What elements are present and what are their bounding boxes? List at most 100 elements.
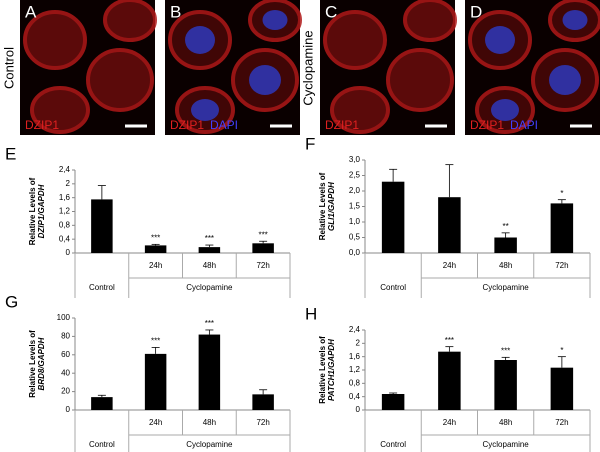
panel-letter: H [305,304,317,323]
y-tick-label: 0 [356,405,361,414]
group-label: Cyclopamine [483,283,530,292]
error-bar [389,392,398,394]
y-axis-label: PATCH1/GAPDH [327,339,336,401]
bar [494,360,517,410]
error-bar [501,356,510,360]
error-bar [259,389,268,395]
nucleus [562,10,588,30]
y-tick-label: 80 [61,332,70,341]
bar [550,203,574,253]
y-axis-label: Relative Levels of [28,177,37,245]
error-bar [445,164,454,198]
bar [381,181,405,253]
cell [323,10,387,70]
y-tick-label: 2 [356,338,361,347]
significance: *** [151,233,160,242]
x-tick-label: 72h [555,261,568,270]
nucleus [491,99,519,121]
row-label: Cyclopamine [300,30,315,105]
x-tick-label: 24h [443,261,456,270]
bar [252,394,274,410]
group-label: Cyclopamine [186,440,233,449]
bar [144,245,167,253]
group-label: Cyclopamine [186,283,233,292]
y-tick-label: 2,0 [349,186,361,195]
bar [438,351,461,410]
nucleus [549,65,581,95]
x-tick-label: Control [89,440,115,449]
bar [198,247,221,253]
stain-label: DZIP1 [25,118,59,132]
error-bar [205,244,214,248]
y-tick-label: 100 [57,313,71,322]
cell [386,48,454,112]
x-tick-label: 24h [443,418,456,427]
x-tick-label: 24h [149,261,162,270]
y-tick-label: 0,0 [349,248,361,257]
stain-label: DAPI [510,118,538,132]
y-tick-label: 1,0 [349,217,361,226]
y-tick-label: 0,8 [349,378,361,387]
y-tick-label: 1,6 [59,193,71,202]
significance: * [560,189,563,198]
significance: *** [151,337,160,346]
y-tick-label: 2,4 [349,325,361,334]
stain-label: DZIP1 [170,118,204,132]
panel-letter: A [25,2,37,21]
nucleus [191,99,219,121]
group-label: Cyclopamine [483,440,530,449]
y-tick-label: 2,4 [59,165,71,174]
x-tick-label: 24h [149,418,162,427]
y-axis-label: GLI1/GAPDH [327,182,336,231]
nucleus [262,10,288,30]
error-bar [389,168,398,182]
y-axis-label: BRD8/GAPDH [37,337,46,390]
x-tick-label: Control [380,283,406,292]
y-tick-label: 40 [61,368,70,377]
cell [330,86,390,134]
cell [103,0,157,42]
y-tick-label: 0 [66,405,71,414]
panel-letter: F [305,134,315,153]
stain-label: DAPI [210,118,238,132]
x-tick-label: 72h [256,261,269,270]
y-tick-label: 1,2 [349,365,361,374]
cell [23,10,87,70]
significance: *** [205,319,214,328]
y-tick-label: 2 [66,179,71,188]
cell [86,48,154,112]
error-bar [557,199,566,204]
y-axis-label: Relative Levels of [318,336,327,404]
x-tick-label: 72h [555,418,568,427]
x-tick-label: 48h [499,418,512,427]
x-tick-label: Control [89,283,115,292]
y-tick-label: 1,5 [349,202,361,211]
row-label: Control [1,47,16,89]
nucleus [185,26,215,54]
bar [494,237,517,253]
bar [91,397,113,410]
bar [198,334,221,410]
y-tick-label: 0,5 [349,233,361,242]
bar [550,367,574,410]
cell [30,86,90,134]
y-tick-label: 0,4 [59,234,71,243]
error-bar [205,329,214,335]
x-tick-label: 48h [203,261,216,270]
error-bar [97,185,106,200]
y-tick-label: 3,0 [349,155,361,164]
y-axis-label: Relative Levels of [28,330,37,398]
x-tick-label: 48h [499,261,512,270]
nucleus [485,26,515,54]
y-axis-label: Relative Levels of [318,172,327,240]
bar [438,197,461,253]
x-tick-label: 72h [256,418,269,427]
error-bar [557,356,566,368]
y-tick-label: 0 [66,248,71,257]
error-bar [259,240,268,244]
error-bar [97,394,106,398]
panel-letter: G [5,292,18,311]
error-bar [151,347,160,354]
panel-letter: B [170,2,181,21]
